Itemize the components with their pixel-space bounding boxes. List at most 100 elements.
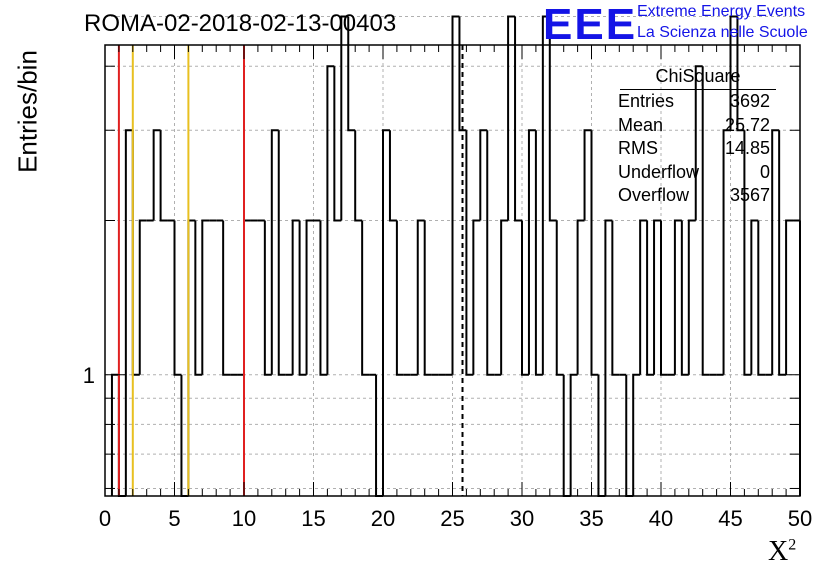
histogram-bin	[194, 220, 203, 376]
histogram-bin	[291, 219, 300, 375]
histogram-bin	[382, 129, 390, 496]
histogram-bin	[694, 65, 703, 221]
histogram-bin	[785, 219, 794, 375]
histogram-bin	[521, 220, 529, 376]
y-axis-label: Entries/bin	[12, 50, 43, 173]
logo-subtitle-1: Extreme Energy Events	[637, 3, 806, 20]
x-axis-label-text: X	[768, 536, 789, 567]
histogram-bin	[625, 374, 634, 497]
histogram-bin	[653, 219, 661, 375]
histogram-bin	[541, 15, 550, 375]
stats-title: ChiSquare	[620, 66, 776, 90]
stat-label: Mean	[618, 114, 664, 135]
histogram-bin	[507, 15, 516, 221]
histogram-bin	[555, 220, 564, 376]
histogram-bin	[701, 66, 710, 376]
stat-row-entries: Entries 3692	[612, 90, 778, 114]
stat-row-mean: Mean 25.72	[612, 114, 778, 138]
x-tick-label: 10	[232, 506, 256, 531]
histogram-bin	[319, 220, 328, 376]
histogram-bin	[305, 219, 314, 375]
histogram-bin	[180, 374, 189, 497]
histogram-bin	[263, 220, 272, 376]
histogram-bin	[277, 130, 286, 376]
histogram-bin	[124, 129, 133, 496]
histogram-bin	[138, 219, 147, 375]
histogram-bin	[583, 129, 592, 221]
stat-value: 14.85	[724, 138, 770, 158]
histogram-bin	[757, 220, 766, 376]
histogram-bin	[639, 219, 648, 375]
histogram-bin	[687, 219, 696, 375]
histogram-bin	[590, 130, 599, 376]
x-tick-label: 40	[649, 506, 673, 531]
x-tick-label: 15	[301, 506, 325, 531]
stat-label: RMS	[618, 138, 658, 158]
histogram-bin	[562, 374, 571, 497]
histogram-bin	[486, 130, 495, 376]
histogram-bin	[222, 220, 231, 376]
histogram-bin	[771, 129, 780, 375]
histogram-bin	[514, 16, 522, 222]
stat-row-rms: RMS 14.85	[612, 137, 778, 161]
histogram-bin	[458, 16, 467, 132]
histogram-bin	[201, 219, 210, 375]
histogram-bin	[243, 219, 251, 375]
stat-value: 25.72	[724, 114, 770, 135]
y-tick-label: 1	[83, 363, 95, 388]
histogram-bin	[326, 65, 335, 375]
histogram-bin	[632, 373, 641, 496]
histogram-bin	[729, 15, 738, 131]
histogram-bin	[340, 15, 349, 221]
x-tick-label: 50	[788, 506, 812, 531]
histogram-bin	[361, 220, 370, 376]
histogram-bin	[465, 130, 474, 376]
x-tick-label: 5	[168, 506, 180, 531]
chart-title: ROMA-02-2018-02-13-00403	[84, 10, 397, 37]
histogram-bin	[646, 220, 655, 376]
x-tick-label: 30	[510, 506, 534, 531]
stat-row-overflow: Overflow 3567	[612, 184, 778, 208]
histogram-bin	[152, 129, 161, 221]
histogram-bin	[388, 130, 397, 222]
histogram-bin	[472, 219, 481, 375]
histogram-bin	[660, 220, 668, 376]
histogram-bin	[270, 129, 279, 375]
histogram-bin	[173, 220, 182, 376]
x-tick-label: 0	[99, 506, 111, 531]
histogram-bin	[527, 129, 536, 375]
histogram-bin	[722, 129, 731, 375]
histogram-bin	[298, 220, 307, 376]
histogram-bin	[778, 130, 787, 376]
histogram-bin	[416, 219, 425, 375]
x-tick-label: 45	[718, 506, 742, 531]
stat-label: Underflow	[618, 161, 700, 182]
histogram-bin	[611, 220, 620, 376]
stat-row-underflow: Underflow 0	[612, 161, 778, 185]
histogram-bin	[604, 219, 613, 496]
histogram-bin	[736, 16, 745, 132]
histogram-bin	[548, 16, 557, 222]
histogram-bin	[500, 219, 509, 375]
logo-subtitle-2: La Scienza nelle Scuole	[637, 24, 808, 41]
x-tick-label: 35	[579, 506, 603, 531]
histogram-bin	[750, 219, 759, 375]
histogram-bin	[117, 374, 126, 497]
x-tick-label: 25	[440, 506, 464, 531]
histogram-bin	[333, 66, 342, 222]
stat-value: 3567	[729, 185, 770, 205]
eee-logo: EEE	[543, 0, 638, 49]
histogram-bin	[673, 219, 682, 375]
histogram-bin	[534, 130, 543, 376]
x-tick-label: 20	[371, 506, 395, 531]
histogram-bin	[159, 130, 168, 222]
histogram-bin	[375, 374, 383, 497]
histogram-bin	[680, 220, 689, 376]
histogram-bin	[395, 220, 404, 376]
stat-value: 0	[759, 161, 770, 182]
histogram-bin	[743, 130, 752, 376]
histogram-bin	[354, 130, 363, 222]
histogram-bin	[423, 220, 432, 376]
histogram-bin	[347, 16, 356, 132]
